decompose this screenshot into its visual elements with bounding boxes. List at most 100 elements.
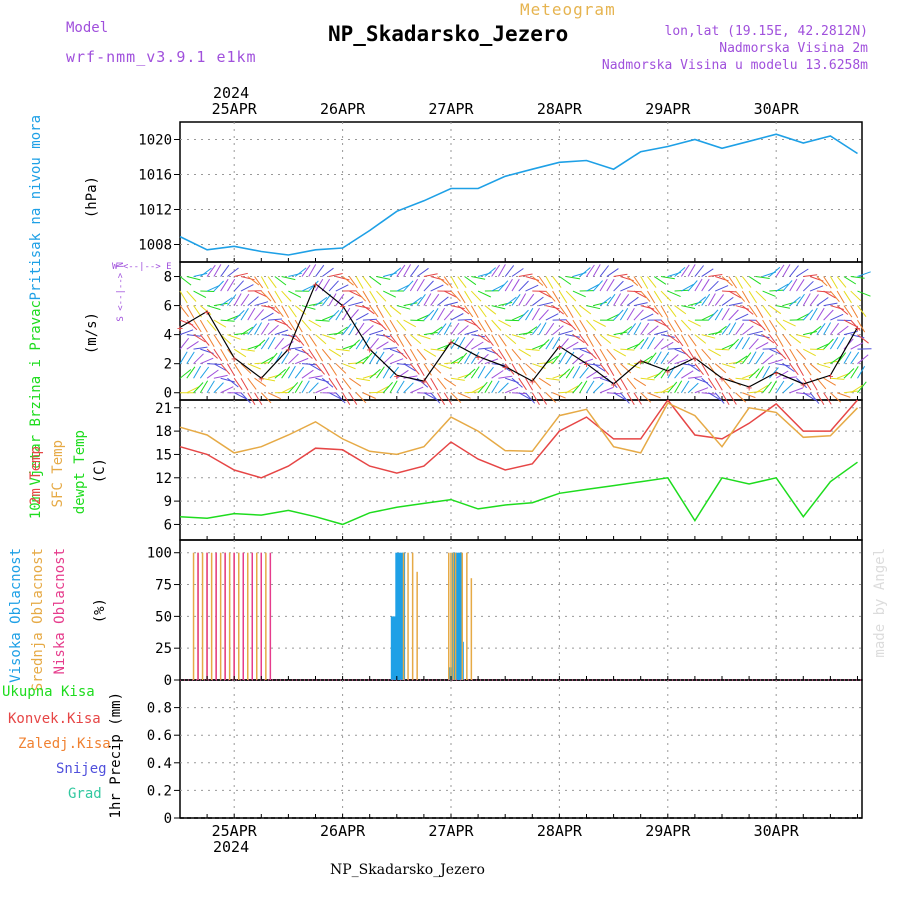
wind-barb-462	[525, 348, 540, 351]
wind-barb-218	[342, 363, 356, 370]
wind-barb-61	[220, 278, 229, 292]
wind-barb-478	[538, 377, 552, 387]
wind-barb-548	[586, 264, 595, 277]
wind-barb-377	[457, 276, 467, 289]
day-label-top-5: 30APR	[754, 100, 800, 118]
day-label-bottom-2: 27APR	[428, 822, 474, 840]
wind-barb-140	[281, 319, 293, 331]
wind-barb-632	[653, 351, 662, 364]
wind-barb-69	[227, 294, 237, 306]
wind-marker-14: +	[556, 342, 562, 353]
wind-marker-25: +	[854, 323, 860, 334]
wind-barb-586	[619, 377, 628, 391]
wind-barb-707	[708, 309, 719, 321]
wind-barb-40	[206, 334, 215, 347]
wind-barb-261	[376, 385, 390, 394]
wind-barb-879	[836, 305, 849, 315]
day-label-bottom-5: 30APR	[754, 822, 800, 840]
wind-barb-187	[315, 278, 324, 292]
wind-barb-621	[647, 392, 661, 399]
wind-barb-165	[301, 348, 313, 359]
wind-barb-297	[403, 382, 414, 394]
wind-barb-135	[281, 385, 295, 394]
wind-barb-177	[308, 302, 323, 307]
wind-barb-75	[233, 348, 247, 358]
wind-barb-260	[369, 276, 382, 286]
wind-barb-279	[389, 380, 398, 393]
wind-barb-132	[274, 305, 284, 318]
wind-barb-460	[525, 377, 534, 391]
wind-barb-515	[565, 351, 575, 364]
ytick-label-temperature-2: 12	[155, 471, 172, 487]
wind-barb-83	[240, 363, 252, 374]
wind-barb-715	[714, 325, 727, 336]
wind-barb-700	[701, 278, 710, 292]
wind-barb-295	[396, 284, 410, 292]
wind-barb-125	[267, 276, 277, 289]
wind-barb-831	[803, 348, 816, 357]
precip-label-total: Ukupna Kisa	[2, 684, 95, 700]
ytick-label-clouds-1: 25	[155, 641, 172, 657]
wind-barb-196	[321, 278, 331, 292]
wind-barb-852	[816, 297, 829, 306]
wind-barb-376	[457, 290, 466, 304]
wind-barb-197	[321, 267, 334, 277]
ytick-label-temperature-0: 6	[164, 517, 172, 533]
wind-barb-509	[559, 319, 573, 327]
wind-barb-427	[498, 334, 507, 347]
wind-barb-783	[768, 380, 777, 393]
wind-barb-46	[213, 374, 228, 379]
wind-barb-779	[762, 319, 771, 333]
wind-barb-259	[369, 290, 378, 304]
wind-barb-792	[775, 380, 785, 394]
cloud-bar-1-8	[228, 552, 231, 680]
wind-barb-240	[356, 305, 371, 309]
wind-barb-430	[498, 280, 509, 292]
wind-barb-39	[206, 348, 218, 359]
wind-barb-308	[409, 363, 420, 375]
wind-barb-420	[491, 305, 506, 310]
wind-barb-844	[809, 285, 824, 292]
chart-marks: + + + + + + + + + + + + + + + + + + + + + + + + + +	[177, 133, 872, 819]
wind-marker-0: +	[177, 323, 183, 334]
chart-panels	[179, 121, 863, 819]
wind-barb-392	[470, 319, 482, 331]
wind-barb-215	[335, 276, 350, 281]
wind-barb-638	[653, 276, 667, 285]
wind-barb-542	[586, 363, 601, 366]
pressure-line	[179, 133, 858, 256]
wind-barb-251	[362, 276, 372, 289]
wind-barb-62	[220, 264, 230, 277]
wind-barb-825	[796, 293, 805, 306]
wind-marker-6: +	[340, 302, 346, 313]
wind-barb-340	[430, 284, 444, 292]
ytick-label-temperature-4: 18	[155, 424, 172, 440]
wind-barb-517	[566, 334, 580, 338]
wind-barb-76	[234, 332, 249, 336]
wind-barb-391	[471, 334, 486, 338]
wind-barb-843	[809, 294, 819, 306]
wind-barb-145	[287, 365, 296, 379]
wind-barb-256	[369, 329, 384, 336]
wind-barb-476	[531, 276, 544, 286]
wind-barb-11	[186, 351, 195, 364]
wind-barb-42	[206, 305, 221, 311]
wind-barb-417	[491, 348, 503, 360]
wind-barb-170	[301, 264, 311, 277]
wind-barb-620	[640, 276, 649, 289]
ytick-label-temperature-5: 21	[155, 401, 172, 417]
wind-barb-14	[186, 319, 198, 331]
wind-barb-839	[809, 363, 822, 374]
wind-barb-546	[586, 305, 601, 310]
wind-barb-527	[572, 319, 581, 333]
wind-barb-120	[267, 336, 276, 350]
wind-barb-334	[430, 377, 439, 391]
wind-barb-472	[531, 323, 542, 335]
wind-barb-115	[260, 290, 272, 302]
wind-barb-766	[755, 366, 764, 379]
wind-barb-868	[829, 323, 840, 335]
wind-barb-851	[816, 307, 825, 321]
wind-barb-432	[504, 386, 519, 394]
wind-barb-200	[328, 363, 338, 376]
wind-barb-746	[735, 276, 744, 289]
